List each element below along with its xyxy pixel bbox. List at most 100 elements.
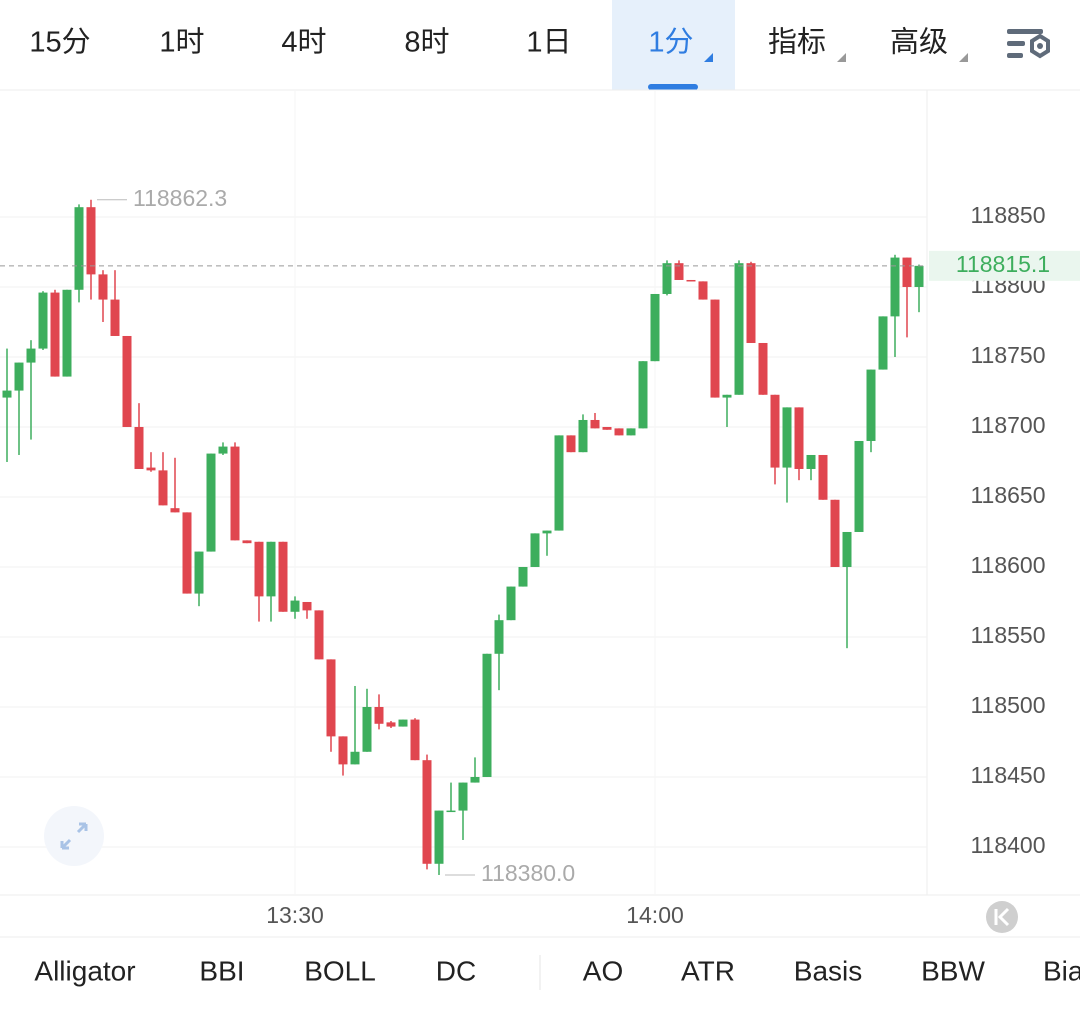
indicator-tab[interactable]: BBI [199,955,244,986]
tab[interactable]: 1时 [159,26,204,59]
y-tick-label: 118450 [970,762,1045,788]
indicator-tab[interactable]: Basis [794,955,862,986]
x-tick-label: 14:00 [626,902,684,928]
candle-body [614,428,624,436]
candle-body [626,428,636,436]
y-tick-label: 118650 [970,482,1045,508]
high-marker-label: 118862.3 [133,185,227,211]
y-tick-label: 118850 [970,202,1045,228]
candle-body [686,279,696,282]
candle-body [422,760,432,864]
candle-body [458,782,468,811]
candle-body [734,263,744,395]
candle-body [446,810,456,813]
low-marker-label: 118380.0 [481,860,575,886]
candle-body [806,454,816,469]
scroll-latest-button[interactable] [986,901,1018,933]
candle-body [710,299,720,398]
candle-body [878,316,888,370]
candle-body [182,512,192,594]
candle-body [842,531,852,567]
candle-body [38,292,48,349]
candle-body [206,453,216,552]
indicator-tab[interactable]: BBW [921,955,985,986]
indicator-tab[interactable]: Alligator [34,955,135,986]
candle-body [410,719,420,761]
candle-body [566,435,576,453]
candle-body [518,566,528,587]
dropdown-arrow [959,53,968,62]
candle-body [890,257,900,317]
candle-body [170,508,180,513]
candle-body [722,394,732,398]
candle-body [674,263,684,280]
settings-icon[interactable] [1007,29,1050,59]
candle-body [434,810,444,864]
tab[interactable]: 15分 [29,27,90,59]
candle-body [638,361,648,429]
candle-body [278,541,288,612]
tab[interactable]: 8时 [404,26,449,59]
expand-button[interactable] [44,806,104,866]
candle-body [554,435,564,531]
tab-active[interactable]: 1分 [648,27,693,59]
candle-body [146,467,156,471]
y-tick-label: 118600 [970,552,1045,578]
candle-body [254,541,264,597]
candle-body [590,419,600,429]
candle-body [602,426,612,430]
tab[interactable]: 指标 [768,26,826,59]
candle-body [98,274,108,300]
y-tick-label: 118500 [970,692,1045,718]
y-tick-label: 118750 [970,342,1045,368]
dropdown-arrow [837,53,846,62]
candle-body [530,533,540,567]
candle-body [854,440,864,532]
candle-body [698,281,708,300]
indicator-tab[interactable]: BOLL [304,955,376,986]
candle-body [902,257,912,287]
x-tick-label: 13:30 [266,902,324,928]
tab[interactable]: 高级 [890,26,948,59]
candle-body [818,454,828,500]
indicator-tab[interactable]: Bias [1043,955,1080,986]
candle-body [86,207,96,275]
candle-body [194,551,204,594]
candle-body [350,751,360,765]
candle-body [326,659,336,737]
indicator-tab[interactable]: AO [583,955,623,986]
candle-body [338,736,348,765]
y-tick-label: 118700 [970,412,1045,438]
candle-body [74,207,84,290]
candle-body [830,499,840,567]
candle-body [266,541,276,597]
candle-body [242,540,252,544]
chart: 118400 118450 118500 118550 118600 118650 1187… [0,90,1080,928]
top-bar: 15分 1时 4时 8时 1日 1分 指标 高级 [0,0,1080,91]
indicator-bar: Alligator BBI BOLL DC AO ATR Basis BBW B… [34,955,1080,986]
indicator-tab[interactable]: DC [436,955,476,986]
candle-body [542,530,552,534]
tab[interactable]: 4时 [281,26,326,59]
candle-body [374,706,384,724]
last-price-box [929,250,1080,281]
candle-body [110,299,120,336]
candle-body [158,470,168,506]
candle-body [866,369,876,441]
candle-body [362,706,372,752]
candle-body [14,362,24,391]
candle-body [782,407,792,468]
candle-body [578,419,588,453]
active-tab-underline [648,84,698,90]
candle-body [914,265,924,287]
tab[interactable]: 1日 [526,27,571,59]
candle-body [494,620,504,654]
indicator-tab[interactable]: ATR [681,955,735,986]
candle-body [770,394,780,468]
candle-body [302,601,312,611]
candle-body [386,722,396,727]
last-price-label: 118815.1 [956,251,1050,277]
active-tab-bg [612,0,735,90]
candle-body [26,348,36,363]
